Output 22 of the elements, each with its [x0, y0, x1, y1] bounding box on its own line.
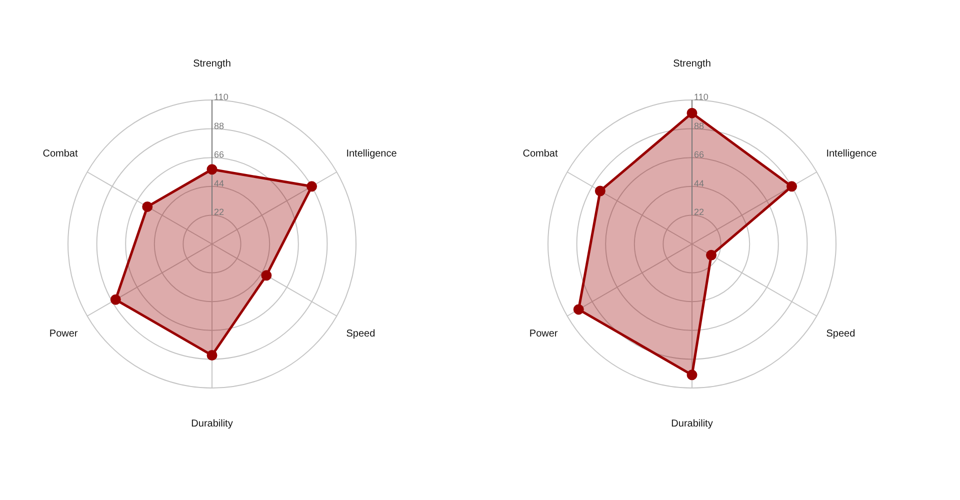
- y-tick-label: 88: [694, 120, 704, 131]
- spoke-label: Strength: [193, 58, 231, 70]
- y-tick-label: 22: [694, 207, 704, 218]
- y-tick-label: 22: [214, 207, 224, 218]
- spoke-label: Power: [529, 328, 558, 340]
- spoke-label: Strength: [673, 58, 711, 70]
- spoke-label: Durability: [191, 418, 233, 430]
- spoke-label: Intelligence: [826, 148, 878, 160]
- spoke-label: Durability: [671, 418, 713, 430]
- y-tick-label: 88: [214, 120, 224, 131]
- y-tick-label: 44: [214, 178, 224, 188]
- y-tick-label: 110: [214, 92, 228, 102]
- spoke-label: Speed: [346, 328, 376, 340]
- spoke-label: Speed: [826, 328, 856, 340]
- spoke-label: Combat: [522, 148, 558, 160]
- y-tick-label: 66: [214, 150, 224, 160]
- spoke-label: Power: [49, 328, 78, 340]
- spoke-label: Intelligence: [346, 148, 398, 160]
- y-tick-label: 110: [694, 92, 708, 102]
- y-tick-label: 66: [694, 150, 704, 160]
- y-tick-label: 44: [694, 178, 704, 188]
- spoke-label: Combat: [42, 148, 78, 160]
